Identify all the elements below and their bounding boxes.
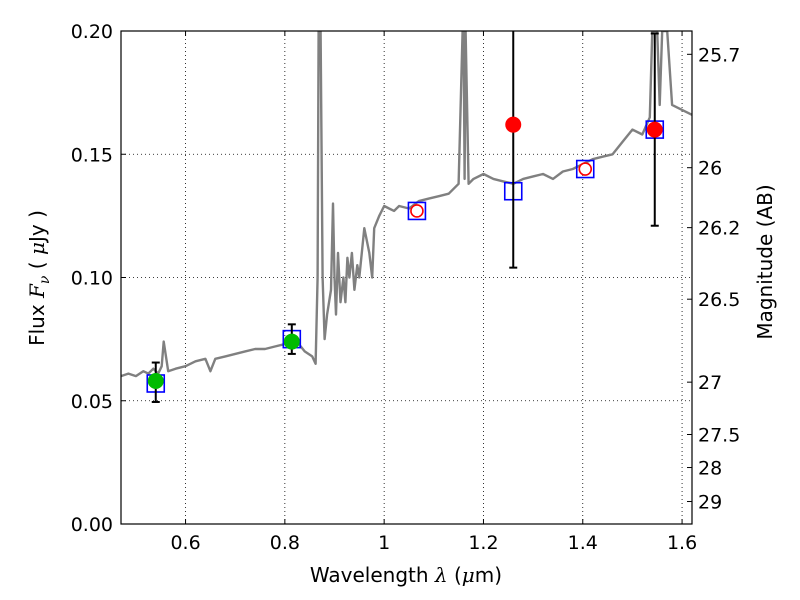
model-photometry-square — [407, 201, 427, 221]
x-tick-label: 1.2 — [468, 532, 498, 554]
x-tick-label: 1 — [378, 532, 390, 554]
x-tick-label: 1.6 — [667, 532, 697, 554]
y2-tick-label: 26 — [698, 158, 722, 180]
measurement-point — [505, 116, 522, 133]
model-photometry-square — [575, 159, 595, 179]
detection-point — [283, 333, 300, 350]
measurement-point — [646, 121, 663, 138]
y2-tick-label: 27 — [698, 372, 722, 394]
ticks: 0.6 0.8 1 1.2 1.4 1.6 0.00 0.05 0.10 0.15 0.20 25.7… — [71, 21, 741, 554]
x-tick-label: 0.6 — [170, 532, 200, 554]
y2-axis-title: Magnitude (AB) — [753, 184, 777, 339]
y-tick-label: 0.15 — [71, 144, 113, 166]
spectrum-line — [121, 31, 692, 378]
y2-tick-label: 26.2 — [698, 218, 740, 240]
upper-limit-marker — [578, 162, 593, 176]
y2-tick-label: 29 — [698, 492, 722, 514]
y2-tick-label: 28 — [698, 458, 722, 480]
y2-tick-label: 27.5 — [698, 425, 740, 447]
y-tick-label: 0.10 — [71, 268, 113, 290]
grid — [121, 30, 692, 525]
y-tick-label: 0.05 — [71, 391, 113, 413]
y-axis-title: Flux Fν ( μJy ) — [25, 210, 53, 346]
plot-area — [121, 31, 692, 403]
upper-limit-marker — [410, 204, 424, 218]
x-axis-title: Wavelength λ (μm) — [310, 563, 502, 587]
y-tick-label: 0.00 — [71, 514, 113, 536]
plot-frame — [120, 30, 693, 525]
y-tick-label: 0.20 — [71, 21, 113, 43]
x-tick-label: 0.8 — [270, 532, 300, 554]
data-layer — [121, 31, 692, 403]
y2-tick-label: 25.7 — [698, 44, 740, 66]
y2-tick-label: 26.5 — [698, 289, 740, 311]
x-tick-label: 1.4 — [568, 532, 598, 554]
detection-point — [147, 373, 164, 390]
